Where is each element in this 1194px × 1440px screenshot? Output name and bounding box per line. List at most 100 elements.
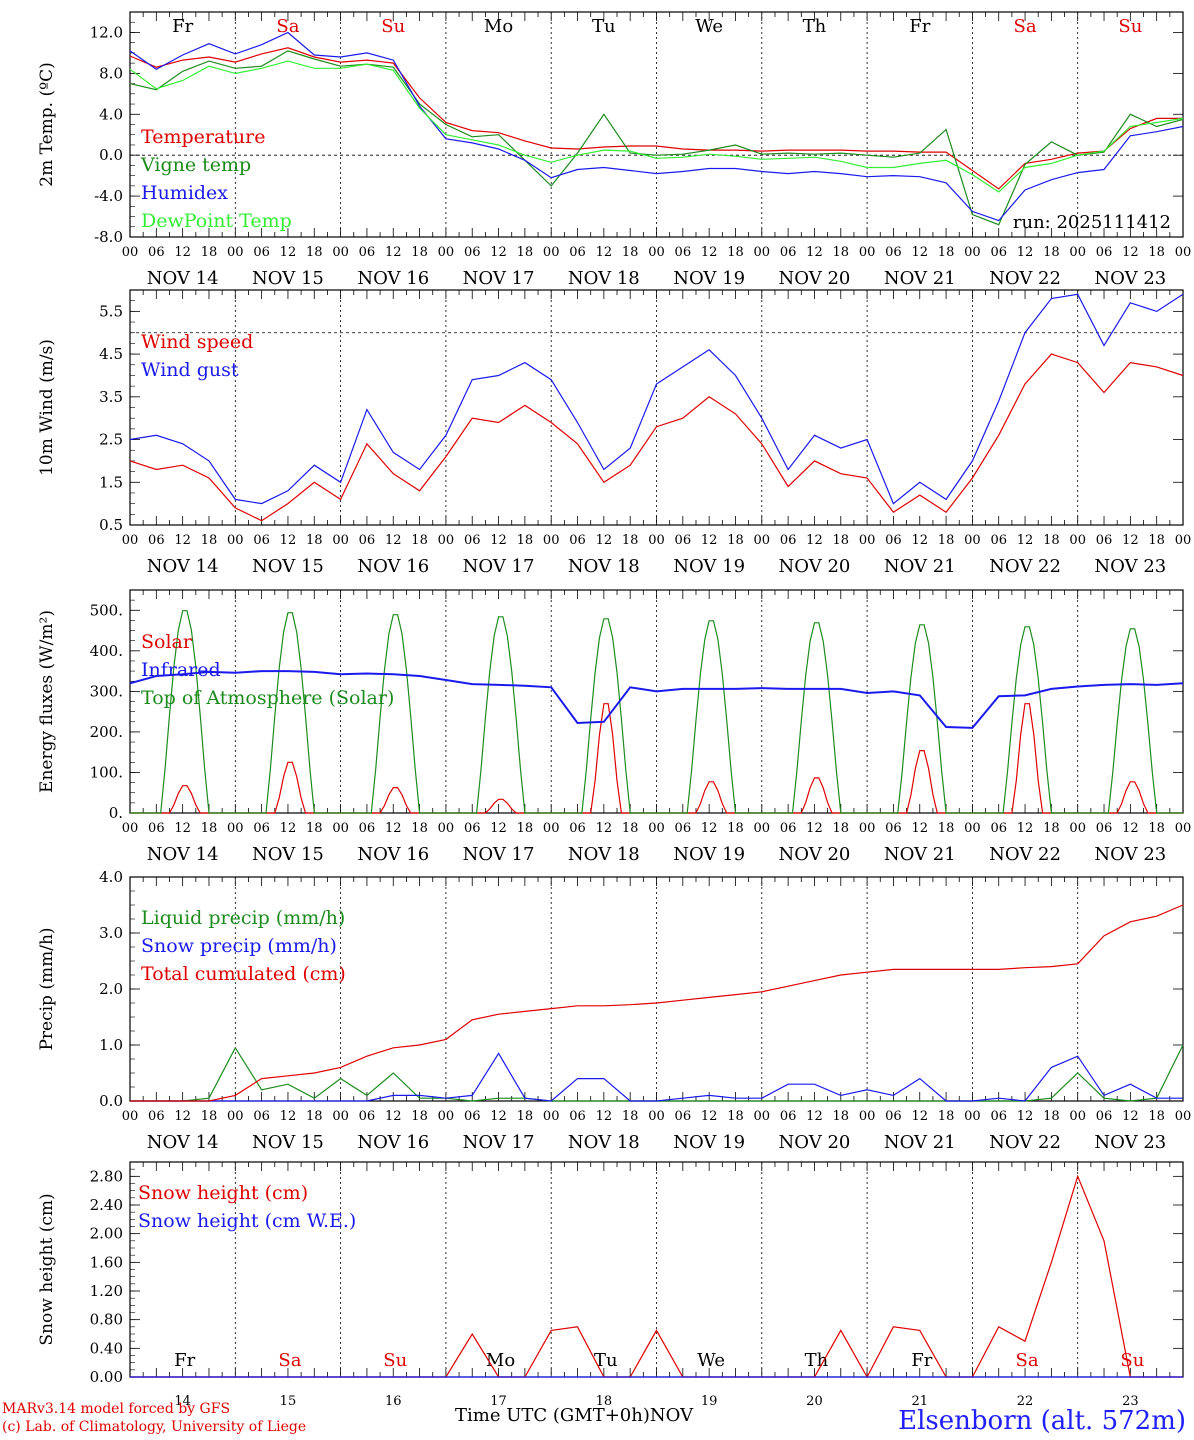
hour-label: 18 — [833, 821, 850, 836]
hour-label: 12 — [490, 1109, 507, 1124]
series-line-top-of-atmosphere-solar- — [130, 610, 1183, 814]
legend-entry: Solar — [141, 631, 193, 653]
hour-label: 18 — [201, 821, 218, 836]
hour-label: 18 — [833, 245, 850, 260]
hour-label: 06 — [675, 245, 692, 260]
weekday-label: Sa — [1016, 1350, 1039, 1371]
hour-label: 12 — [1122, 1109, 1139, 1124]
panel-wind: 0.5 1.5 2.5 3.5 4.5 5.5 10m Wind (m/s) 00 06 12 18… — [37, 289, 1192, 577]
y-tick-label: 100. — [90, 763, 123, 781]
y-tick-label: 2.00 — [90, 1225, 123, 1243]
hour-label: 00 — [964, 821, 981, 836]
legend-entry: Liquid precip (mm/h) — [141, 907, 345, 929]
day-label: NOV 22 — [989, 844, 1061, 865]
weekday-label: Su — [1120, 1350, 1144, 1371]
y-axis-label: Snow height (cm) — [37, 1193, 57, 1345]
y-axis-label: Energy fluxes (W/m²) — [37, 610, 57, 793]
hour-label: 06 — [990, 1109, 1007, 1124]
hour-label: 00 — [438, 245, 455, 260]
y-tick-label: 400. — [90, 642, 123, 660]
y-tick-label: 2.80 — [90, 1167, 123, 1185]
hour-label: 06 — [359, 821, 376, 836]
lab-credit: (c) Lab. of Climatology, University of L… — [2, 1419, 307, 1435]
hour-label: 06 — [569, 533, 586, 548]
hour-label: 12 — [911, 533, 928, 548]
hour-label: 06 — [780, 821, 797, 836]
hour-label: 06 — [780, 245, 797, 260]
hour-label: 06 — [253, 821, 270, 836]
hour-label: 06 — [990, 533, 1007, 548]
hour-label: 00 — [332, 245, 349, 260]
hour-label: 00 — [1175, 245, 1192, 260]
weekday-label: Fr — [909, 16, 930, 37]
day-label: 15 — [280, 1394, 297, 1409]
day-label: NOV 17 — [463, 1132, 535, 1153]
hour-label: 00 — [227, 533, 244, 548]
hour-label: 18 — [411, 245, 428, 260]
legend-entry: Infrared — [141, 659, 221, 681]
day-label: NOV 22 — [989, 556, 1061, 577]
y-tick-label: 200. — [90, 723, 123, 741]
legend-entry: Humidex — [141, 182, 228, 204]
hour-label: 12 — [385, 1109, 402, 1124]
legend-entry: Snow precip (mm/h) — [141, 935, 337, 957]
hour-label: 00 — [1175, 533, 1192, 548]
day-label: NOV 18 — [568, 1132, 640, 1153]
hour-label: 18 — [1043, 821, 1060, 836]
hour-label: 12 — [596, 533, 613, 548]
hour-label: 06 — [1096, 533, 1113, 548]
day-label: NOV 18 — [568, 556, 640, 577]
y-tick-label: 2.40 — [90, 1196, 123, 1214]
hour-label: 00 — [754, 821, 771, 836]
y-tick-label: 4.5 — [99, 345, 123, 363]
hour-label: 06 — [359, 245, 376, 260]
hour-label: 00 — [648, 1109, 665, 1124]
hour-label: 18 — [306, 1109, 323, 1124]
weekday-label: Sa — [276, 16, 299, 37]
hour-label: 18 — [727, 821, 744, 836]
y-tick-label: 1.5 — [99, 473, 123, 491]
hour-label: 00 — [648, 821, 665, 836]
day-label: NOV 19 — [673, 556, 745, 577]
day-label: 17 — [490, 1394, 507, 1409]
panel-temp: -8.0 -4.0 0.0 4.0 8.0 12.0 2m Temp. (ºC) 00 06 12… — [37, 11, 1192, 289]
hour-label: 12 — [280, 1109, 297, 1124]
hour-label: 18 — [622, 821, 639, 836]
hour-label: 00 — [648, 245, 665, 260]
hour-label: 06 — [1096, 245, 1113, 260]
weekday-label: Fr — [174, 1350, 195, 1371]
hour-label: 00 — [543, 533, 560, 548]
hour-label: 00 — [1175, 821, 1192, 836]
hour-label: 06 — [148, 821, 165, 836]
hour-label: 00 — [964, 1109, 981, 1124]
hour-label: 18 — [1148, 1109, 1165, 1124]
weekday-label: Sa — [278, 1350, 301, 1371]
hour-label: 00 — [859, 821, 876, 836]
hour-label: 00 — [754, 1109, 771, 1124]
weekday-label: We — [695, 16, 723, 37]
day-label: 20 — [806, 1394, 823, 1409]
weekday-label: Th — [803, 16, 827, 37]
day-label: NOV 20 — [779, 268, 851, 289]
hour-label: 06 — [148, 245, 165, 260]
legend-entry: DewPoint Temp — [141, 210, 292, 232]
series-line-humidex — [129, 31, 1184, 222]
y-tick-label: 1.20 — [90, 1282, 123, 1300]
hour-label: 18 — [727, 245, 744, 260]
hour-label: 18 — [1043, 245, 1060, 260]
hour-label: 18 — [622, 533, 639, 548]
hour-label: 00 — [754, 533, 771, 548]
hour-label: 12 — [806, 821, 823, 836]
hour-label: 06 — [569, 245, 586, 260]
day-label: NOV 14 — [147, 268, 219, 289]
hour-label: 06 — [464, 245, 481, 260]
hour-label: 18 — [517, 533, 534, 548]
hour-label: 18 — [411, 533, 428, 548]
y-tick-label: 0. — [109, 804, 123, 822]
hour-label: 12 — [490, 245, 507, 260]
hour-label: 12 — [385, 533, 402, 548]
day-label: NOV 14 — [147, 556, 219, 577]
series-line-snow-height-cm- — [130, 1174, 1183, 1379]
weekday-label: Su — [1118, 16, 1142, 37]
